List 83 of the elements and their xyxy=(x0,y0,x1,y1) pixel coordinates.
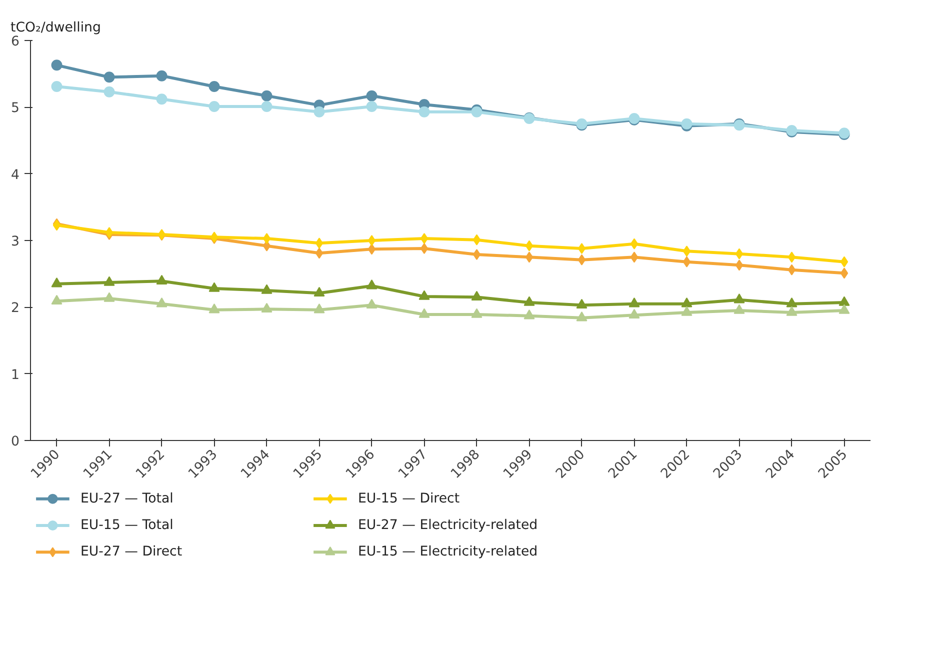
point xyxy=(366,90,378,102)
legend-label: EU-15 — Direct xyxy=(358,491,460,506)
point xyxy=(262,233,271,244)
point xyxy=(314,286,325,297)
legend-label: EU-27 — Total xyxy=(80,491,174,506)
point xyxy=(628,298,640,308)
point xyxy=(838,296,850,306)
point xyxy=(628,308,640,319)
point xyxy=(524,310,535,320)
point xyxy=(788,264,796,276)
point xyxy=(525,240,534,252)
point xyxy=(681,298,692,308)
point xyxy=(208,101,220,112)
point xyxy=(682,246,691,257)
point xyxy=(734,294,745,304)
y-tick-label: 0 xyxy=(11,434,20,450)
y-tick-label: 6 xyxy=(11,34,20,50)
point xyxy=(786,298,798,308)
legend-label: EU-27 — Electricity-related xyxy=(358,518,538,533)
point xyxy=(472,249,481,260)
legend-label: EU-15 — Total xyxy=(80,518,174,533)
point xyxy=(51,60,62,71)
point xyxy=(51,294,62,305)
point xyxy=(51,278,62,288)
point xyxy=(735,260,744,271)
point xyxy=(418,308,430,318)
point xyxy=(786,306,798,316)
point xyxy=(368,235,376,246)
point xyxy=(735,248,744,260)
point xyxy=(261,90,272,102)
point xyxy=(315,238,324,249)
point xyxy=(472,234,481,246)
point xyxy=(366,298,378,309)
point xyxy=(51,81,62,92)
point xyxy=(366,280,378,290)
point xyxy=(261,101,272,112)
point xyxy=(104,276,115,286)
point xyxy=(314,304,325,314)
point xyxy=(420,243,428,254)
point xyxy=(681,306,692,316)
point xyxy=(682,256,691,268)
y-tick-label: 5 xyxy=(11,101,20,116)
point xyxy=(208,282,220,292)
point xyxy=(525,252,534,263)
point xyxy=(578,254,586,266)
point xyxy=(104,72,115,83)
point xyxy=(156,70,168,82)
point xyxy=(471,290,482,301)
point xyxy=(314,106,325,118)
point xyxy=(578,243,586,254)
point xyxy=(788,252,796,263)
point xyxy=(104,292,115,302)
point xyxy=(208,81,220,92)
point xyxy=(840,256,848,268)
point xyxy=(576,312,588,322)
point xyxy=(368,244,376,255)
point xyxy=(261,302,272,313)
point xyxy=(208,304,220,314)
y-axis-title: tCO₂/dwelling xyxy=(10,20,101,36)
point xyxy=(156,94,168,105)
point xyxy=(838,304,850,314)
y-tick-label: 2 xyxy=(11,301,20,316)
y-tick-label: 4 xyxy=(11,168,20,183)
point xyxy=(418,106,430,118)
point xyxy=(576,298,588,309)
point xyxy=(524,296,535,306)
point xyxy=(156,274,168,285)
point xyxy=(734,304,745,314)
y-tick-label: 1 xyxy=(11,368,20,383)
legend-label: EU-15 — Electricity-related xyxy=(358,544,538,560)
legend-label: EU-27 — Direct xyxy=(80,544,182,560)
point xyxy=(630,238,638,250)
point xyxy=(840,268,848,279)
point xyxy=(366,101,378,112)
point xyxy=(315,248,324,259)
y-tick-label: 3 xyxy=(11,234,20,250)
point xyxy=(156,298,168,308)
point xyxy=(104,86,115,98)
point xyxy=(261,284,272,294)
point xyxy=(420,233,428,244)
point xyxy=(418,290,430,300)
point xyxy=(471,308,482,318)
point xyxy=(630,252,638,263)
